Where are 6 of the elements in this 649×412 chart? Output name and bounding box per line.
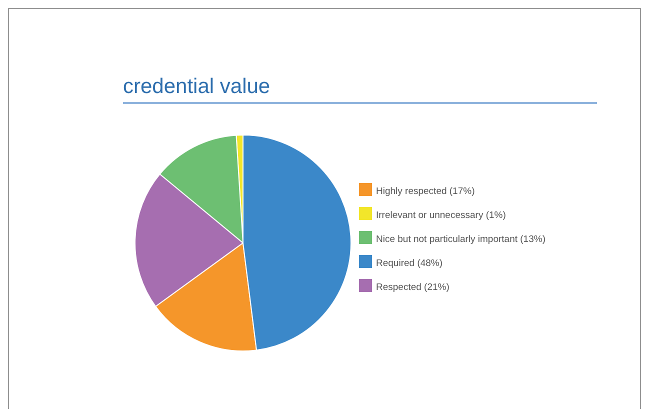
legend-label: Highly respected (17%) bbox=[376, 186, 475, 197]
legend-label: Irrelevant or unnecessary (1%) bbox=[376, 210, 506, 221]
legend-label: Respected (21%) bbox=[376, 282, 450, 293]
chart-title: credential value bbox=[123, 75, 270, 99]
legend-label: Nice but not particularly important (13%) bbox=[376, 234, 546, 245]
legend-label: Required (48%) bbox=[376, 258, 443, 269]
